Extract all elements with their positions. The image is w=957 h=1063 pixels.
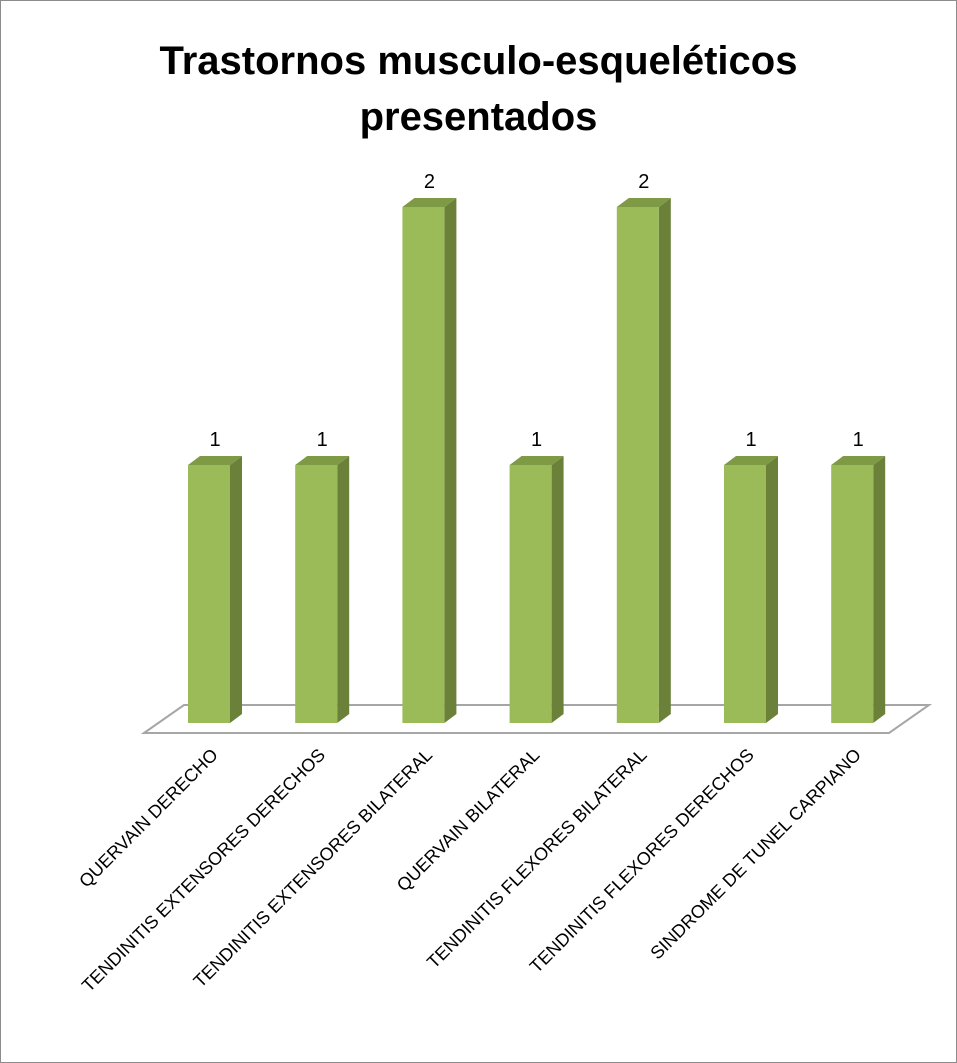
bar-side bbox=[766, 456, 778, 723]
data-label: 1 bbox=[209, 429, 220, 451]
bar-front bbox=[724, 465, 766, 723]
x-tick-label: SINDROME DE TUNEL CARPIANO bbox=[646, 745, 865, 964]
bar bbox=[617, 198, 671, 723]
bar-front bbox=[188, 465, 230, 723]
bar bbox=[724, 456, 778, 723]
x-tick-label: TENDINITIS EXTENSORES DERECHOS bbox=[78, 745, 329, 996]
data-label: 1 bbox=[853, 429, 864, 451]
data-label: 1 bbox=[745, 429, 756, 451]
bar-side bbox=[873, 456, 885, 723]
bar-side bbox=[659, 198, 671, 723]
x-tick-label: TENDINITIS FLEXORES BILATERAL bbox=[423, 745, 651, 973]
bar-front bbox=[402, 207, 444, 723]
x-tick-label: TENDINITIS EXTENSORES BILATERAL bbox=[190, 745, 437, 992]
bar-side bbox=[230, 456, 242, 723]
data-label: 1 bbox=[531, 429, 542, 451]
data-label: 1 bbox=[317, 429, 328, 451]
bar-side bbox=[337, 456, 349, 723]
bar-side bbox=[552, 456, 564, 723]
bar-front bbox=[617, 207, 659, 723]
bar bbox=[188, 456, 242, 723]
bar bbox=[831, 456, 885, 723]
bar-front bbox=[295, 465, 337, 723]
bar-front bbox=[510, 465, 552, 723]
bar-front bbox=[831, 465, 873, 723]
bar bbox=[402, 198, 456, 723]
bar bbox=[510, 456, 564, 723]
data-label: 2 bbox=[424, 171, 435, 193]
bar bbox=[295, 456, 349, 723]
data-label: 2 bbox=[638, 171, 649, 193]
x-tick-label: TENDINITIS FLEXORES DERECHOS bbox=[526, 745, 758, 977]
bar-side bbox=[444, 198, 456, 723]
